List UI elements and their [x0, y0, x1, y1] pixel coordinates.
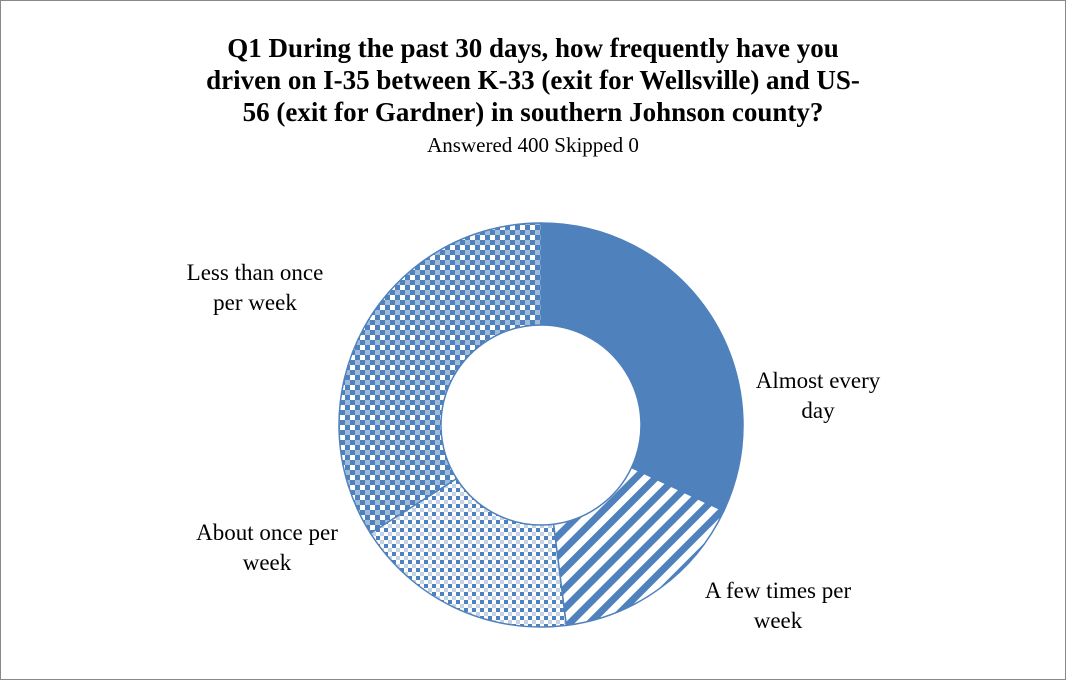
slice-label: Almost every day [756, 368, 881, 423]
chart-title-line-1: Q1 During the past 30 days, how frequent… [227, 33, 839, 63]
slice-label-line: week [754, 608, 803, 633]
slice-label-line: day [801, 398, 835, 423]
chart-title-line-3: 56 (exit for Gardner) in southern Johnso… [242, 97, 824, 127]
donut-slice [338, 222, 542, 535]
slice-label-line: per week [213, 290, 297, 315]
slice-label: Less than once per week [187, 260, 324, 315]
chart-title: Q1 During the past 30 days, how frequent… [0, 32, 1066, 128]
slice-label-line: A few times per [705, 578, 852, 603]
slice-label: About once per week [196, 520, 338, 575]
donut-slice [369, 477, 568, 628]
slice-label: A few times per week [705, 578, 852, 633]
donut-slice [552, 466, 725, 627]
slice-label-line: About once per [196, 520, 338, 545]
chart-title-line-2: driven on I-35 between K-33 (exit for We… [206, 65, 860, 95]
chart-subtitle: Answered 400 Skipped 0 [427, 133, 639, 157]
slice-label-line: week [243, 550, 292, 575]
slice-label-line: Almost every [756, 368, 881, 393]
donut-slice [540, 222, 744, 513]
slice-label-line: Less than once [187, 260, 324, 285]
